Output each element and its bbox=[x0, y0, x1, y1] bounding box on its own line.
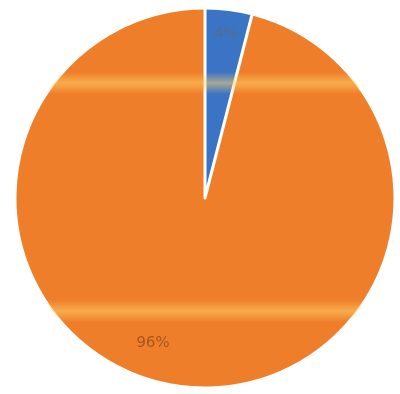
pie-slice-label-1: 96% bbox=[136, 333, 169, 351]
pie-slices bbox=[13, 6, 397, 390]
pie-slice-label-0: 4% bbox=[214, 24, 238, 42]
pie-labels: 4% 96% bbox=[136, 24, 238, 351]
pie-slice-1 bbox=[13, 6, 397, 390]
scan-bands bbox=[15, 72, 395, 322]
